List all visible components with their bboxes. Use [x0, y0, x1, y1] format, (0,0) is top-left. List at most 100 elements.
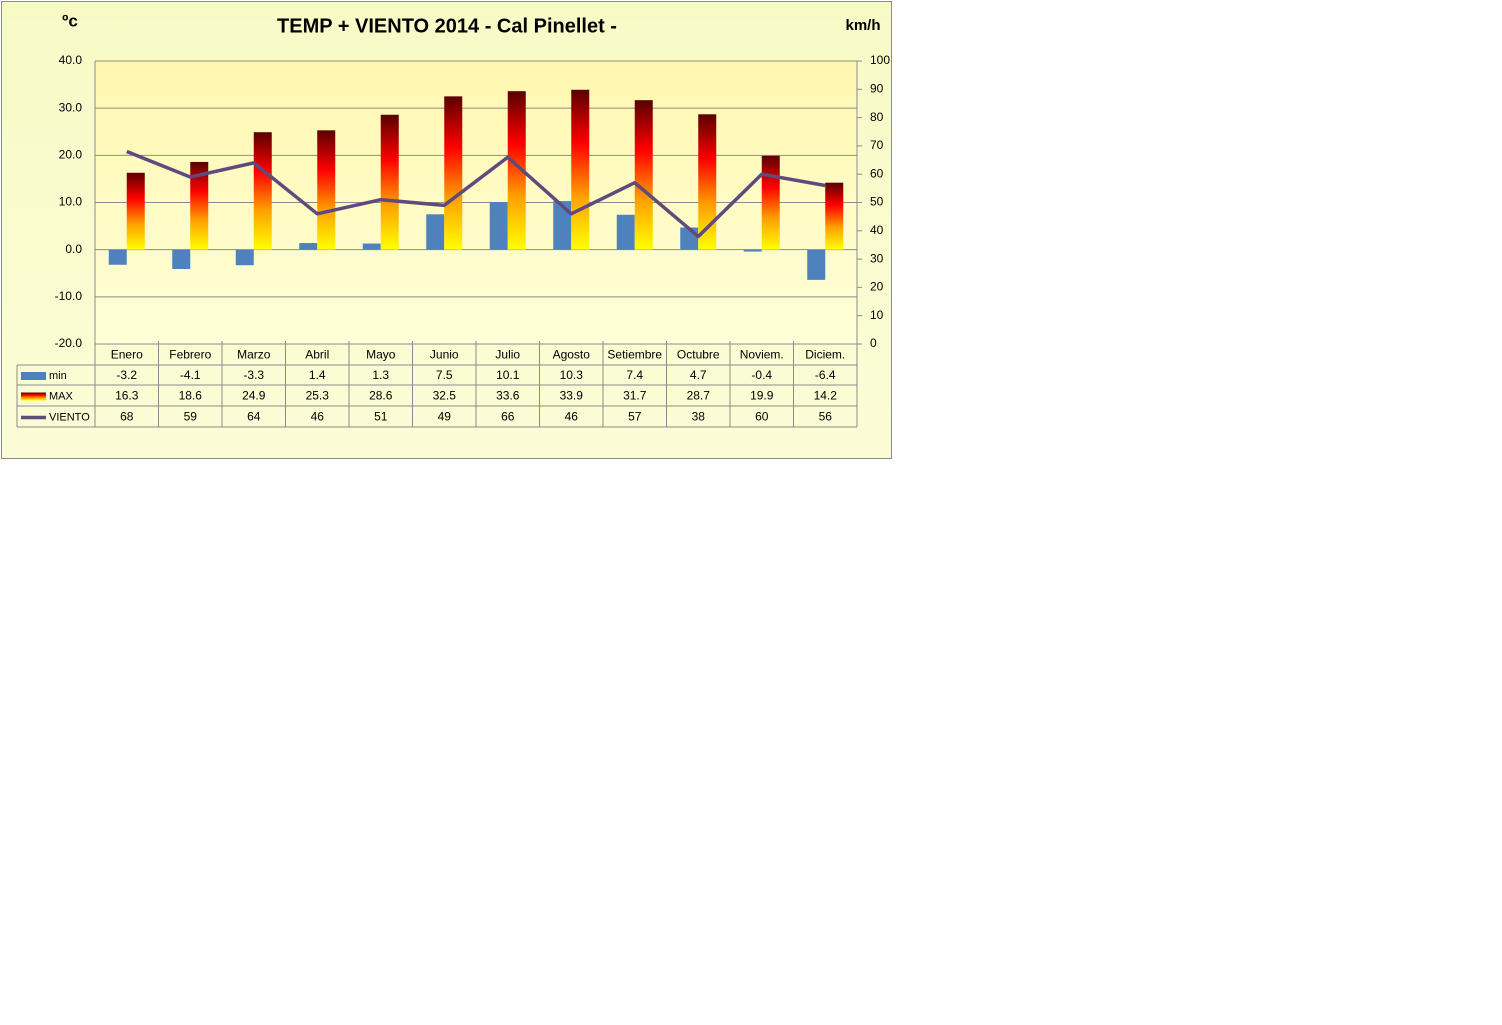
table-value: 10.3 — [560, 368, 584, 382]
bar — [299, 243, 318, 250]
bar — [444, 96, 463, 250]
bar — [235, 249, 254, 266]
table-value: -3.2 — [116, 368, 137, 382]
table-value: 28.7 — [687, 389, 711, 403]
table-value: 4.7 — [690, 368, 707, 382]
bar — [190, 161, 209, 250]
table-value: 56 — [819, 410, 833, 424]
chart-title: TEMP + VIENTO 2014 - Cal Pinellet - — [277, 15, 617, 37]
table-value: 33.9 — [560, 389, 584, 403]
table-value: 31.7 — [623, 389, 647, 403]
x-tick-label: Mayo — [366, 348, 396, 362]
table-value: 49 — [438, 410, 452, 424]
bar — [317, 130, 336, 250]
bar — [571, 89, 590, 250]
y2-tick-label: 40 — [870, 223, 884, 237]
y2-tick-label: 10 — [870, 308, 884, 322]
legend-label: min — [49, 370, 67, 382]
table-value: 46 — [565, 410, 579, 424]
x-tick-label: Diciem. — [805, 348, 845, 362]
x-tick-label: Setiembre — [607, 348, 662, 362]
y-tick-label: 10.0 — [59, 195, 83, 209]
table-value: 66 — [501, 410, 515, 424]
line-series — [126, 149, 826, 239]
bar — [172, 249, 191, 270]
bar — [807, 249, 826, 280]
bar — [108, 249, 127, 265]
table-value: 19.9 — [750, 389, 774, 403]
bar — [825, 182, 844, 250]
y-tick-label: 40.0 — [59, 53, 83, 67]
legend-label: VIENTO — [49, 411, 90, 423]
bar — [426, 214, 445, 250]
table-value: -0.4 — [751, 368, 772, 382]
y-tick-label: 20.0 — [59, 148, 83, 162]
bar — [126, 172, 145, 250]
y2-tick-label: 80 — [870, 110, 884, 124]
y2-tick-label: 100 — [870, 53, 890, 67]
y2-tick-label: 70 — [870, 138, 884, 152]
table-value: 33.6 — [496, 389, 520, 403]
table-value: -4.1 — [180, 368, 201, 382]
legend-swatch — [21, 372, 46, 380]
bar — [616, 214, 635, 250]
y2-tick-label: 50 — [870, 195, 884, 209]
table-value: 28.6 — [369, 389, 393, 403]
legend-label: MAX — [49, 390, 74, 402]
table-value: 60 — [755, 410, 769, 424]
x-tick-label: Junio — [430, 348, 459, 362]
y-tick-label: -20.0 — [55, 336, 83, 350]
bar — [253, 132, 272, 250]
bar — [380, 114, 399, 250]
bar — [761, 155, 780, 250]
x-tick-label: Enero — [111, 348, 143, 362]
table-value: 18.6 — [179, 389, 203, 403]
x-tick-label: Abril — [305, 348, 329, 362]
table-value: 7.5 — [436, 368, 453, 382]
y-tick-label: 30.0 — [59, 100, 83, 114]
bar — [489, 202, 508, 250]
table-value: 16.3 — [115, 389, 139, 403]
table-value: 38 — [692, 410, 706, 424]
y2-tick-label: 20 — [870, 280, 884, 294]
y2-tick-label: 90 — [870, 81, 884, 95]
y2-tick-label: 30 — [870, 251, 884, 265]
table-value: -6.4 — [815, 368, 836, 382]
table-value: 32.5 — [433, 389, 457, 403]
table-value: 46 — [311, 410, 325, 424]
table-value: 10.1 — [496, 368, 520, 382]
x-tick-label: Noviem. — [740, 348, 784, 362]
y-tick-label: -10.0 — [55, 289, 83, 303]
table-value: 68 — [120, 410, 134, 424]
y-tick-label: 0.0 — [65, 242, 82, 256]
x-tick-label: Marzo — [237, 348, 271, 362]
y2-tick-label: 0 — [870, 336, 877, 350]
x-tick-label: Octubre — [677, 348, 720, 362]
table-value: 24.9 — [242, 389, 266, 403]
bar — [634, 100, 653, 250]
x-tick-label: Agosto — [553, 348, 591, 362]
table-value: 57 — [628, 410, 642, 424]
table-value: -3.3 — [243, 368, 264, 382]
y-axis-label: ºc — [62, 11, 78, 30]
table-value: 14.2 — [814, 389, 838, 403]
table-value: 7.4 — [626, 368, 643, 382]
legend-swatch — [21, 392, 46, 401]
y2-tick-label: 60 — [870, 166, 884, 180]
x-tick-label: Febrero — [169, 348, 211, 362]
table-value: 64 — [247, 410, 261, 424]
bar — [743, 249, 762, 252]
table-value: 59 — [184, 410, 198, 424]
x-tick-label: Julio — [495, 348, 520, 362]
table-value: 1.3 — [372, 368, 389, 382]
bar — [507, 91, 526, 250]
bar — [553, 201, 572, 250]
table-value: 51 — [374, 410, 388, 424]
bar — [362, 243, 381, 250]
bar — [698, 114, 717, 250]
table-value: 25.3 — [306, 389, 330, 403]
table-value: 1.4 — [309, 368, 326, 382]
y2-axis-label: km/h — [845, 17, 880, 34]
